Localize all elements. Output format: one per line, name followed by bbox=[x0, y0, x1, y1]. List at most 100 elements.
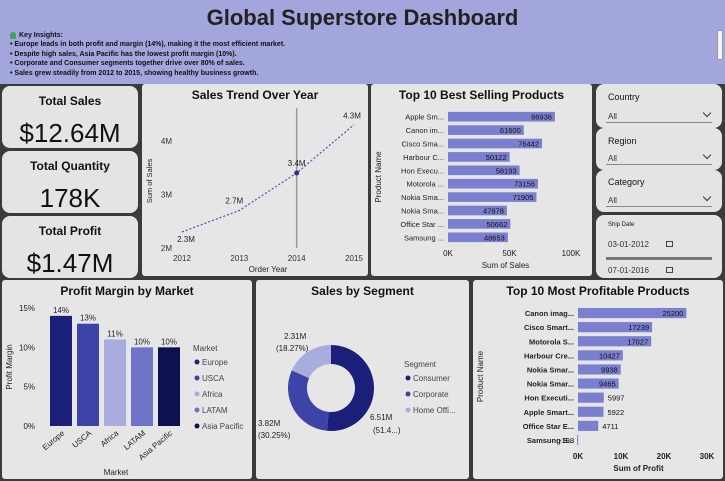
chart-title: Sales Trend Over Year bbox=[191, 88, 319, 102]
key-insights: Key Insights: • Europe leads in both pro… bbox=[10, 31, 285, 78]
sales-line bbox=[181, 124, 355, 233]
data-label: 4.3M bbox=[343, 112, 361, 121]
top-selling-chart: Apple Sm... 86936 Canon im... 61600 Cisco Sm… bbox=[374, 111, 581, 270]
top-profitable-panel: Top 10 Most Profitable Products Canon im… bbox=[473, 280, 723, 479]
date-range-slider[interactable] bbox=[606, 257, 712, 260]
data-label: 10% bbox=[161, 337, 177, 346]
data-label: 76442 bbox=[518, 140, 539, 149]
data-label: 5922 bbox=[607, 408, 624, 417]
profit-margin-panel: Profit Margin by Market 0% 5% 10% 15% Profit… bbox=[2, 280, 252, 479]
y-axis-label: Product Name bbox=[476, 350, 485, 402]
y-tick-label: 2M bbox=[161, 244, 172, 253]
chevron-down-icon[interactable] bbox=[702, 192, 712, 202]
bar bbox=[578, 378, 619, 389]
x-tick-label: 20K bbox=[657, 452, 672, 461]
bar bbox=[104, 339, 126, 426]
data-label: 11% bbox=[107, 329, 122, 338]
x-tick-label: 0K bbox=[443, 249, 453, 258]
date-end-input[interactable]: 07-01-2016 bbox=[608, 266, 649, 275]
slicer-value: All bbox=[608, 196, 617, 205]
kpi-total-quantity: Total Quantity 178K bbox=[2, 151, 138, 213]
kpi-total-sales: Total Sales $12.64M bbox=[2, 86, 138, 148]
bar bbox=[448, 232, 508, 243]
kpi-value: $1.47M bbox=[26, 248, 114, 278]
insight-line: • Despite high sales, Asia Pacific has t… bbox=[10, 50, 237, 58]
bar bbox=[77, 323, 99, 426]
x-tick-label: 0K bbox=[573, 452, 583, 461]
date-start-input[interactable]: 03-01-2012 bbox=[608, 240, 649, 249]
region-slicer[interactable]: Region All bbox=[596, 128, 722, 170]
data-label: 48653 bbox=[484, 233, 505, 242]
category-label: Samsung S... bbox=[527, 436, 574, 445]
bar bbox=[578, 307, 687, 319]
calendar-icon[interactable] bbox=[666, 241, 673, 247]
category-label: Canon imag... bbox=[525, 309, 574, 318]
data-label: 2.31M bbox=[284, 332, 307, 341]
category-label: Cisco Sma... bbox=[401, 140, 444, 149]
data-label: 2.7M bbox=[225, 196, 243, 205]
y-tick-label: 0% bbox=[23, 422, 35, 431]
legend-label: LATAM bbox=[202, 406, 228, 415]
category-label: Motorola ... bbox=[406, 180, 444, 189]
bar bbox=[448, 192, 537, 202]
category-label: Apple Sm... bbox=[405, 113, 444, 122]
chart-title: Top 10 Best Selling Products bbox=[398, 88, 565, 102]
top-profitable-chart: Canon imag... 25200 Cisco Smart... 17239 Mot… bbox=[476, 307, 715, 473]
x-tick-label: 30K bbox=[700, 452, 715, 461]
insight-line: • Europe leads in both profit and margin… bbox=[10, 41, 286, 49]
data-label: 14% bbox=[53, 306, 69, 315]
x-tick-label: 10K bbox=[614, 452, 629, 461]
data-label: 3.82M bbox=[258, 419, 281, 428]
kpi-value: $12.64M bbox=[19, 118, 121, 148]
profit-margin-chart: 0% 5% 10% 15% Profit Margin 14% Europe 13% USCA 1… bbox=[5, 304, 243, 477]
x-tick-label: USCA bbox=[70, 428, 93, 450]
y-tick-label: 5% bbox=[23, 383, 35, 392]
category-label: Hon Executi... bbox=[524, 394, 574, 403]
x-tick-label: 2013 bbox=[230, 254, 248, 263]
bar bbox=[158, 347, 180, 426]
data-label: 25200 bbox=[663, 309, 684, 318]
insight-line: • Sales grew steadily from 2012 to 2015,… bbox=[10, 69, 259, 77]
donut-slice bbox=[288, 370, 329, 431]
slicer-label: Category bbox=[608, 177, 645, 187]
category-slicer[interactable]: Category All bbox=[596, 170, 722, 212]
category-label: Nokia Sma... bbox=[401, 193, 444, 202]
kpi-value: 178K bbox=[39, 183, 101, 213]
category-label: Nokia Sma... bbox=[401, 207, 444, 216]
legend-title: Segment bbox=[404, 360, 437, 369]
legend-label: Africa bbox=[202, 390, 223, 399]
y-axis-label: Product Name bbox=[374, 151, 383, 203]
x-tick-label: Europe bbox=[41, 428, 67, 452]
insights-scrollbar[interactable] bbox=[717, 30, 723, 60]
legend-swatch bbox=[194, 391, 200, 397]
legend-swatch bbox=[405, 391, 411, 397]
y-tick-label: 3M bbox=[161, 190, 172, 199]
category-label: Hon Execu... bbox=[401, 166, 444, 175]
top-selling-panel: Top 10 Best Selling Products Apple Sm...… bbox=[371, 84, 592, 276]
slicer-label: Country bbox=[608, 92, 640, 102]
data-label: -198 bbox=[559, 436, 574, 445]
legend-label: USCA bbox=[202, 374, 225, 383]
legend-label: Asia Pacific bbox=[202, 422, 243, 431]
country-slicer[interactable]: Country All bbox=[596, 84, 722, 128]
data-label: 6.51M bbox=[370, 413, 393, 422]
bar bbox=[448, 219, 511, 229]
bar bbox=[131, 347, 153, 426]
bar bbox=[448, 138, 543, 149]
slicer-label: Ship Date bbox=[608, 222, 635, 228]
calendar-icon[interactable] bbox=[666, 267, 673, 273]
slicer-value: All bbox=[608, 154, 617, 163]
x-tick-label: 2014 bbox=[288, 254, 306, 263]
x-axis-label: Sum of Profit bbox=[613, 464, 664, 473]
data-label: 10427 bbox=[599, 351, 620, 360]
data-label: 3.4M bbox=[288, 159, 306, 168]
legend-title: Market bbox=[193, 344, 218, 353]
category-label: Samsung ... bbox=[404, 233, 444, 242]
legend-swatch bbox=[194, 423, 200, 429]
kpi-label: Total Sales bbox=[38, 94, 102, 108]
chevron-down-icon[interactable] bbox=[702, 108, 712, 118]
bar bbox=[448, 165, 520, 176]
chevron-down-icon[interactable] bbox=[702, 150, 712, 160]
legend-swatch bbox=[194, 359, 200, 365]
insight-line: • Corporate and Consumer segments togeth… bbox=[10, 60, 245, 68]
